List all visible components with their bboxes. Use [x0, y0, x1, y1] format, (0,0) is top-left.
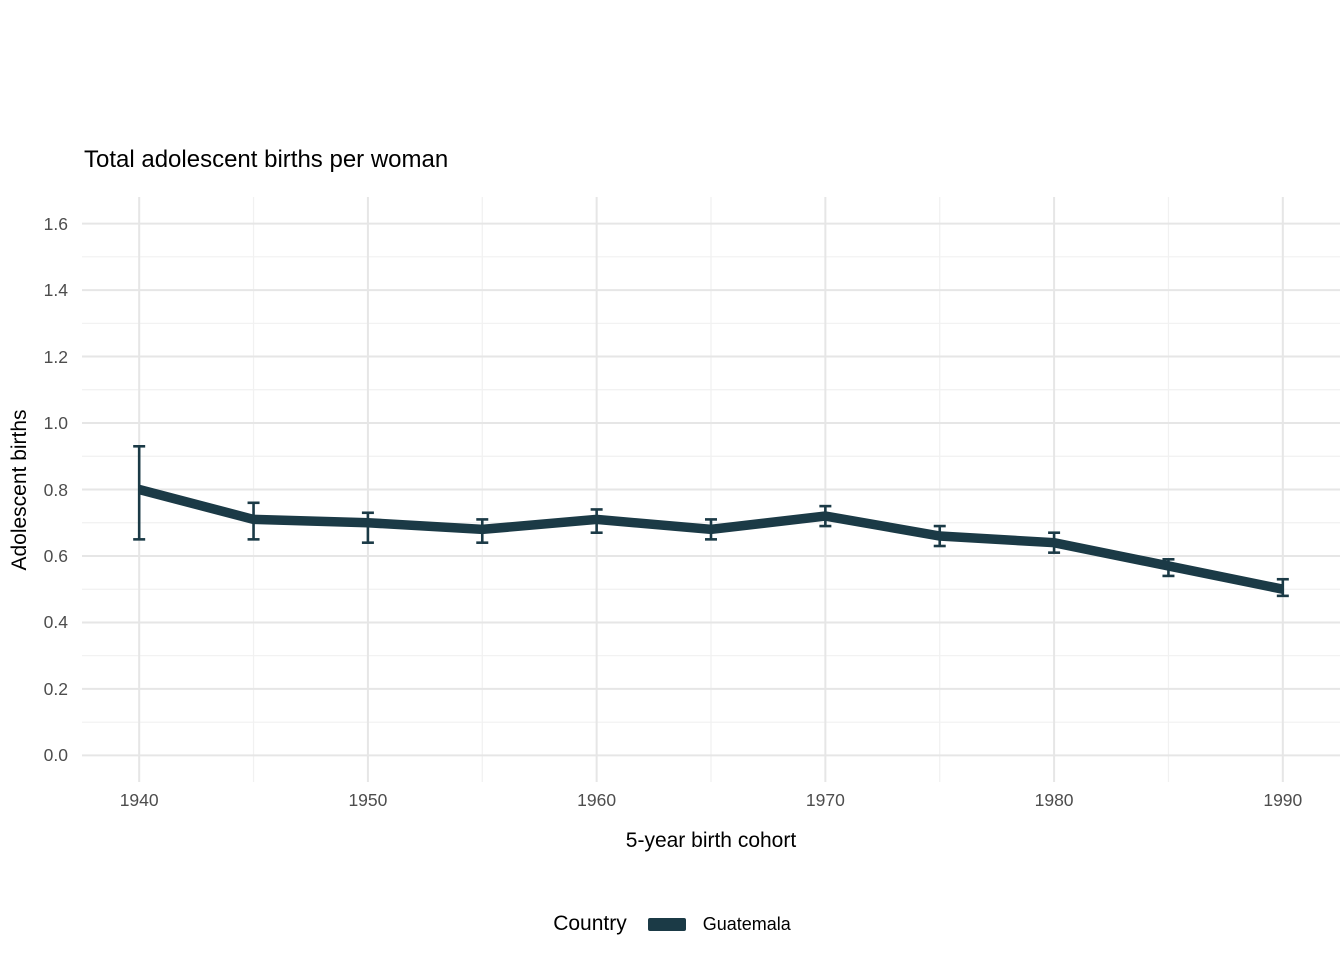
y-tick-label: 0.6	[43, 545, 68, 566]
y-tick-label: 0.4	[43, 612, 68, 633]
y-tick-label: 0.2	[43, 678, 68, 699]
legend-swatch-line-icon	[647, 917, 686, 931]
legend: Country Guatemala	[0, 903, 1344, 945]
x-tick-label: 1970	[805, 790, 845, 810]
y-tick-label: 1.0	[43, 413, 68, 434]
y-tick-label: 0.0	[43, 745, 68, 766]
legend-title: Country	[553, 912, 627, 935]
y-tick-label: 0.8	[43, 479, 68, 500]
y-tick-label: 1.6	[43, 213, 68, 234]
legend-item-label: Guatemala	[702, 913, 791, 934]
x-tick-label: 1990	[1263, 790, 1303, 810]
x-tick-label: 1950	[348, 790, 388, 810]
x-axis-title: 5-year birth cohort	[625, 829, 797, 852]
y-tick-label: 1.2	[43, 346, 68, 367]
x-tick-label: 1940	[119, 790, 159, 810]
data-line-guatemala	[137, 484, 1284, 594]
y-tick-label: 1.4	[43, 280, 68, 301]
x-tick-label: 1980	[1034, 790, 1074, 810]
x-tick-label: 1960	[577, 790, 617, 810]
chart-title: Total adolescent births per woman	[84, 146, 449, 173]
